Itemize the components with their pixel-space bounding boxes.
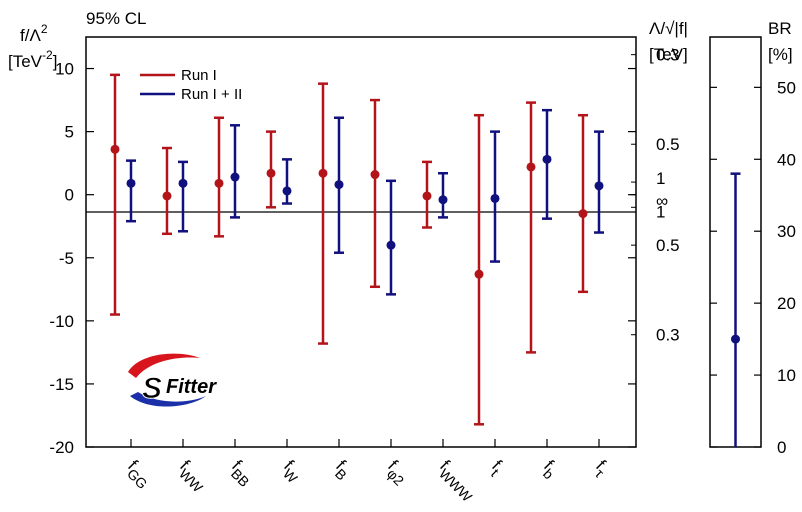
secondary-axis-label-line1: Λ/√|f| (649, 19, 688, 38)
secondary-tick-label: ∞ (656, 192, 668, 211)
y-tick-label: 10 (55, 60, 74, 79)
x-tick-label-text: fτ (589, 456, 614, 481)
x-tick-label: fWWW (433, 456, 482, 505)
x-tick-label: fb (537, 456, 563, 482)
data-point (526, 162, 536, 172)
x-tick-label-text: fW (277, 456, 307, 486)
y-tick-label: 0 (65, 186, 74, 205)
legend-label-run12: Run I + II (181, 86, 242, 103)
br-tick-label: 20 (777, 294, 796, 313)
x-tick-label-text: fb (537, 456, 563, 482)
secondary-tick-label: 1 (656, 169, 665, 188)
legend-label-run1: Run I (181, 67, 217, 84)
svg-text:f/Λ2: f/Λ2 (20, 22, 48, 45)
data-point (110, 144, 120, 154)
y-axis-label: f/Λ2 [TeV-2] (8, 22, 57, 71)
y-tick-label: -10 (49, 312, 74, 331)
secondary-tick-label: 0.3 (656, 46, 680, 65)
x-tick-label: fGG (121, 456, 157, 492)
secondary-axis-label-line2: [TeV] (649, 45, 688, 64)
data-point (422, 191, 432, 201)
br-tick-label: 40 (777, 150, 796, 169)
svg-text:[TeV-2]: [TeV-2] (8, 48, 57, 71)
y-tick-label: -20 (49, 438, 74, 457)
confidence-level-label: 95% CL (86, 9, 146, 28)
main-plot-frame (85, 36, 637, 448)
x-tick-label-text: fGG (121, 456, 157, 492)
br-tick-label: 10 (777, 366, 796, 385)
br-axis-label: BR [%] (768, 19, 793, 64)
data-point (334, 180, 344, 190)
data-point (230, 172, 240, 182)
y-tick-label: 5 (65, 123, 74, 142)
br-label-line2: [%] (768, 45, 793, 64)
x-tick-label-text: fWWW (433, 456, 482, 505)
br-label-line1: BR (768, 19, 792, 38)
secondary-axis-label: Λ/√|f| [TeV] (649, 19, 688, 64)
data-point (542, 154, 552, 164)
x-tick-label: fτ (589, 456, 614, 481)
x-tick-label-text: fWW (173, 456, 213, 496)
logo-swoosh-red (128, 353, 200, 378)
br-tick-label: 50 (777, 78, 796, 97)
data-point (126, 178, 136, 188)
y-label-text-2: [TeV (8, 52, 43, 71)
data-point (578, 209, 588, 219)
x-tick-label: fφ2 (381, 456, 413, 488)
x-tick-label: fBB (225, 456, 259, 490)
y-label-text-1: f/Λ (20, 26, 41, 45)
legend: Run I Run I + II (140, 67, 242, 103)
data-point (178, 178, 188, 188)
y-tick-label: -15 (49, 375, 74, 394)
data-point (370, 170, 380, 180)
x-tick-label: fW (277, 456, 307, 486)
x-tick-label: fWW (173, 456, 213, 496)
data-point (594, 181, 604, 191)
secondary-tick-label: 0.5 (656, 135, 680, 154)
x-tick-label-sub: WWW (436, 465, 476, 505)
logo-swoosh-blue (130, 392, 206, 407)
data-point (386, 240, 396, 250)
br-tick-label: 30 (777, 222, 796, 241)
data-point (490, 193, 500, 203)
x-tick-label-text: fB (329, 456, 356, 483)
data-point (318, 168, 328, 178)
x-tick-label-text: fBB (225, 456, 259, 490)
logo-text: Fitter (166, 376, 217, 398)
secondary-tick-label: 0.5 (656, 236, 680, 255)
data-point (438, 195, 448, 205)
data-point (266, 168, 276, 178)
y-label-close: ] (53, 52, 58, 71)
x-tick-label-text: ft (485, 456, 508, 479)
y-label-sup-1: 2 (41, 22, 48, 36)
br-data-point (731, 334, 740, 344)
x-tick-label: ft (485, 456, 508, 479)
data-point (214, 178, 224, 188)
sfitter-logo: S Fitter (128, 353, 217, 407)
logo-letter-s: S (142, 372, 162, 405)
br-tick-label: 0 (777, 438, 786, 457)
marks-layer (110, 73, 741, 447)
data-point (162, 191, 172, 201)
x-tick-label: fB (329, 456, 356, 483)
x-tick-label-text: fφ2 (381, 456, 413, 488)
y-tick-label: -5 (59, 249, 74, 268)
data-point (282, 186, 292, 196)
data-point (474, 269, 484, 279)
y-label-sup-2: -2 (42, 48, 53, 62)
secondary-tick-label: 0.3 (656, 326, 680, 345)
secondary-tick-label: 1 (656, 202, 665, 221)
